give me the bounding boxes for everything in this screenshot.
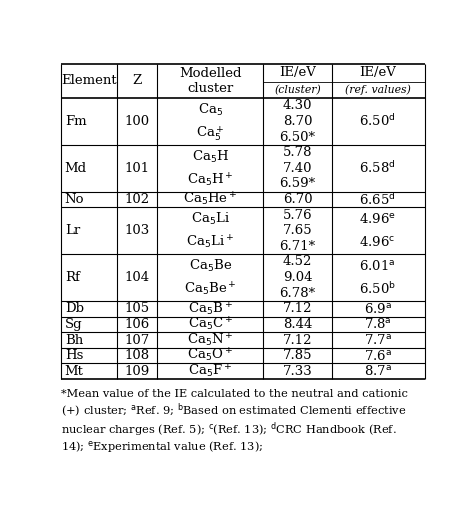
Text: 6.50$^{\mathrm{b}}$: 6.50$^{\mathrm{b}}$	[359, 281, 396, 297]
Text: 7.6$^{\mathrm{a}}$: 7.6$^{\mathrm{a}}$	[364, 349, 392, 363]
Text: *Mean value of the IE calculated to the neutral and cationic: *Mean value of the IE calculated to the …	[61, 388, 408, 399]
Text: 6.78*: 6.78*	[279, 287, 316, 300]
Text: Ca$_5$: Ca$_5$	[198, 102, 223, 118]
Text: 6.70: 6.70	[283, 193, 312, 206]
Text: 7.33: 7.33	[283, 365, 312, 377]
Text: 6.59*: 6.59*	[279, 178, 316, 191]
Text: 106: 106	[125, 318, 150, 331]
Text: Ca$_5$H: Ca$_5$H	[191, 149, 229, 165]
Text: Ca$_5^+$: Ca$_5^+$	[196, 124, 225, 143]
Text: (cluster): (cluster)	[274, 85, 321, 95]
Text: 6.58$^{\mathrm{d}}$: 6.58$^{\mathrm{d}}$	[359, 160, 396, 176]
Text: Rf: Rf	[65, 271, 80, 284]
Text: Ca$_5$Li: Ca$_5$Li	[191, 211, 230, 227]
Text: 4.96$^{\mathrm{e}}$: 4.96$^{\mathrm{e}}$	[359, 212, 396, 226]
Text: 7.12: 7.12	[283, 302, 312, 315]
Text: Ca$_5$F$^+$: Ca$_5$F$^+$	[188, 363, 232, 380]
Text: 6.65$^{\mathrm{d}}$: 6.65$^{\mathrm{d}}$	[359, 192, 396, 208]
Text: 101: 101	[125, 162, 150, 175]
Text: 102: 102	[125, 193, 150, 206]
Text: 103: 103	[125, 224, 150, 237]
Text: Hs: Hs	[65, 349, 83, 362]
Text: 4.30: 4.30	[283, 99, 312, 112]
Text: Bh: Bh	[65, 334, 83, 347]
Text: 8.7$^{\mathrm{a}}$: 8.7$^{\mathrm{a}}$	[364, 364, 392, 378]
Text: Ca$_5$Be$^+$: Ca$_5$Be$^+$	[184, 281, 237, 298]
Text: 6.50$^{\mathrm{d}}$: 6.50$^{\mathrm{d}}$	[359, 114, 396, 129]
Text: 7.85: 7.85	[283, 349, 312, 362]
Text: 5.78: 5.78	[283, 146, 312, 159]
Text: Sg: Sg	[65, 318, 82, 331]
Text: Modelled
cluster: Modelled cluster	[179, 67, 241, 95]
Text: Db: Db	[65, 302, 84, 315]
Text: Element: Element	[61, 75, 117, 88]
Text: Mt: Mt	[65, 365, 83, 377]
Text: Ca$_5$He$^+$: Ca$_5$He$^+$	[183, 191, 237, 208]
Text: 4.96$^{\mathrm{c}}$: 4.96$^{\mathrm{c}}$	[359, 235, 395, 249]
Text: 14); $^{\mathrm{e}}$Experimental value (Ref. 13);: 14); $^{\mathrm{e}}$Experimental value (…	[61, 439, 264, 455]
Text: 5.76: 5.76	[283, 209, 312, 221]
Text: IE/eV: IE/eV	[279, 66, 316, 79]
Text: 100: 100	[125, 115, 150, 128]
Text: 109: 109	[125, 365, 150, 377]
Text: Lr: Lr	[65, 224, 80, 237]
Text: 7.12: 7.12	[283, 334, 312, 347]
Text: IE/eV: IE/eV	[359, 66, 396, 79]
Text: (+) cluster; $^{\mathrm{a}}$Ref. 9; $^{\mathrm{b}}$Based on estimated Clementi e: (+) cluster; $^{\mathrm{a}}$Ref. 9; $^{\…	[61, 402, 406, 420]
Text: 108: 108	[125, 349, 150, 362]
Text: 6.01$^{\mathrm{a}}$: 6.01$^{\mathrm{a}}$	[359, 259, 396, 273]
Text: 107: 107	[125, 334, 150, 347]
Text: Ca$_5$B$^+$: Ca$_5$B$^+$	[188, 300, 233, 318]
Text: 104: 104	[125, 271, 150, 284]
Text: Ca$_5$Be: Ca$_5$Be	[189, 258, 232, 274]
Text: Ca$_5$H$^+$: Ca$_5$H$^+$	[187, 171, 234, 189]
Text: Ca$_5$Li$^+$: Ca$_5$Li$^+$	[186, 234, 234, 251]
Text: 7.7$^{\mathrm{a}}$: 7.7$^{\mathrm{a}}$	[364, 333, 392, 347]
Text: Ca$_5$N$^+$: Ca$_5$N$^+$	[187, 331, 234, 349]
Text: nuclear charges (Ref. 5); $^{\mathrm{c}}$(Ref. 13); $^{\mathrm{d}}$CRC Handbook : nuclear charges (Ref. 5); $^{\mathrm{c}}…	[61, 420, 397, 438]
Text: 9.04: 9.04	[283, 271, 312, 284]
Text: Ca$_5$C$^+$: Ca$_5$C$^+$	[188, 316, 233, 333]
Text: 105: 105	[125, 302, 150, 315]
Text: 8.44: 8.44	[283, 318, 312, 331]
Text: 6.9$^{\mathrm{a}}$: 6.9$^{\mathrm{a}}$	[364, 302, 392, 316]
Text: Z: Z	[133, 75, 142, 88]
Text: No: No	[65, 193, 84, 206]
Text: 6.50*: 6.50*	[280, 131, 316, 144]
Text: Ca$_5$O$^+$: Ca$_5$O$^+$	[187, 347, 233, 364]
Text: 8.70: 8.70	[283, 115, 312, 128]
Text: 7.40: 7.40	[283, 162, 312, 175]
Text: 6.71*: 6.71*	[279, 240, 316, 253]
Text: 4.52: 4.52	[283, 255, 312, 268]
Text: (ref. values): (ref. values)	[345, 84, 410, 95]
Text: Md: Md	[65, 162, 87, 175]
Text: 7.8$^{\mathrm{a}}$: 7.8$^{\mathrm{a}}$	[364, 317, 391, 332]
Text: Fm: Fm	[65, 115, 86, 128]
Text: 7.65: 7.65	[283, 224, 312, 237]
